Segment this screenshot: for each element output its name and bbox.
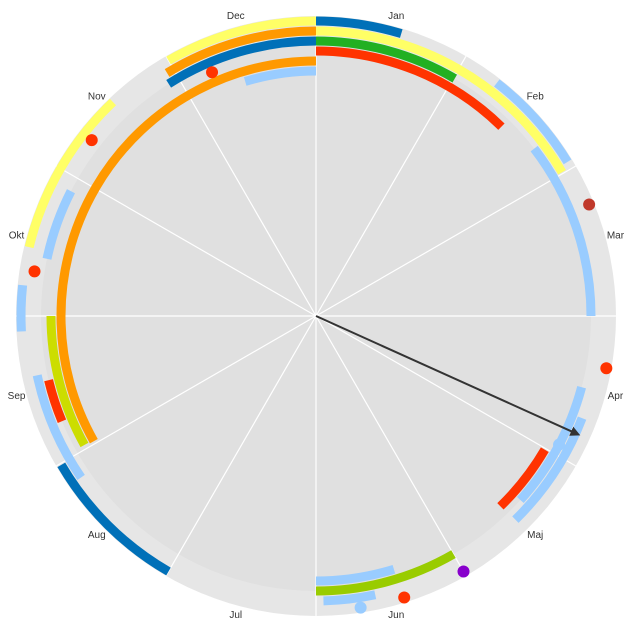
- month-label: Dec: [227, 11, 245, 22]
- event-arc: [315, 26, 566, 175]
- event-arc: [323, 590, 377, 606]
- today-pointer: [315, 315, 581, 436]
- event-arc: [243, 66, 317, 86]
- event-dot: [85, 134, 98, 147]
- month-label: Feb: [527, 91, 545, 102]
- month-divider: [315, 55, 467, 317]
- month-divider: [55, 315, 317, 467]
- event-dot: [583, 198, 596, 211]
- month-divider: [55, 165, 317, 317]
- event-arc: [494, 79, 572, 165]
- month-label: Aug: [88, 530, 106, 541]
- month-label: Sep: [8, 391, 26, 402]
- event-arc: [315, 550, 456, 596]
- event-arc: [315, 16, 403, 38]
- event-arc: [315, 564, 396, 586]
- month-divider: [315, 165, 577, 317]
- month-label: Mar: [607, 230, 625, 241]
- month-divider: [315, 315, 577, 467]
- month-label: Jun: [388, 610, 404, 621]
- event-arc: [166, 16, 317, 65]
- event-arc: [16, 284, 28, 332]
- event-arc: [24, 98, 117, 249]
- event-arc: [44, 379, 67, 423]
- month-label: Jan: [388, 11, 404, 22]
- event-arc: [42, 189, 75, 260]
- month-label: Maj: [527, 530, 543, 541]
- month-label: Jul: [229, 610, 242, 621]
- month-label: Nov: [88, 91, 106, 102]
- event-arc: [497, 447, 549, 510]
- month-label: Okt: [9, 230, 25, 241]
- month-divider: [165, 315, 317, 577]
- event-arc: [57, 462, 171, 576]
- event-dot: [600, 362, 613, 375]
- event-arc: [164, 26, 317, 77]
- event-dot: [553, 438, 566, 451]
- event-dot: [398, 591, 411, 604]
- event-arc: [315, 36, 458, 83]
- event-arc: [530, 145, 596, 317]
- event-dot: [206, 66, 219, 79]
- event-arc: [166, 36, 317, 88]
- event-arc: [32, 374, 85, 480]
- event-arc: [56, 56, 317, 444]
- month-divider: [315, 315, 467, 577]
- event-dot: [457, 565, 470, 578]
- event-arc: [315, 46, 505, 130]
- month-divider: [165, 55, 317, 317]
- month-label: Apr: [608, 391, 624, 402]
- event-arc: [46, 315, 89, 448]
- event-dot: [28, 265, 41, 278]
- event-dot: [354, 601, 367, 614]
